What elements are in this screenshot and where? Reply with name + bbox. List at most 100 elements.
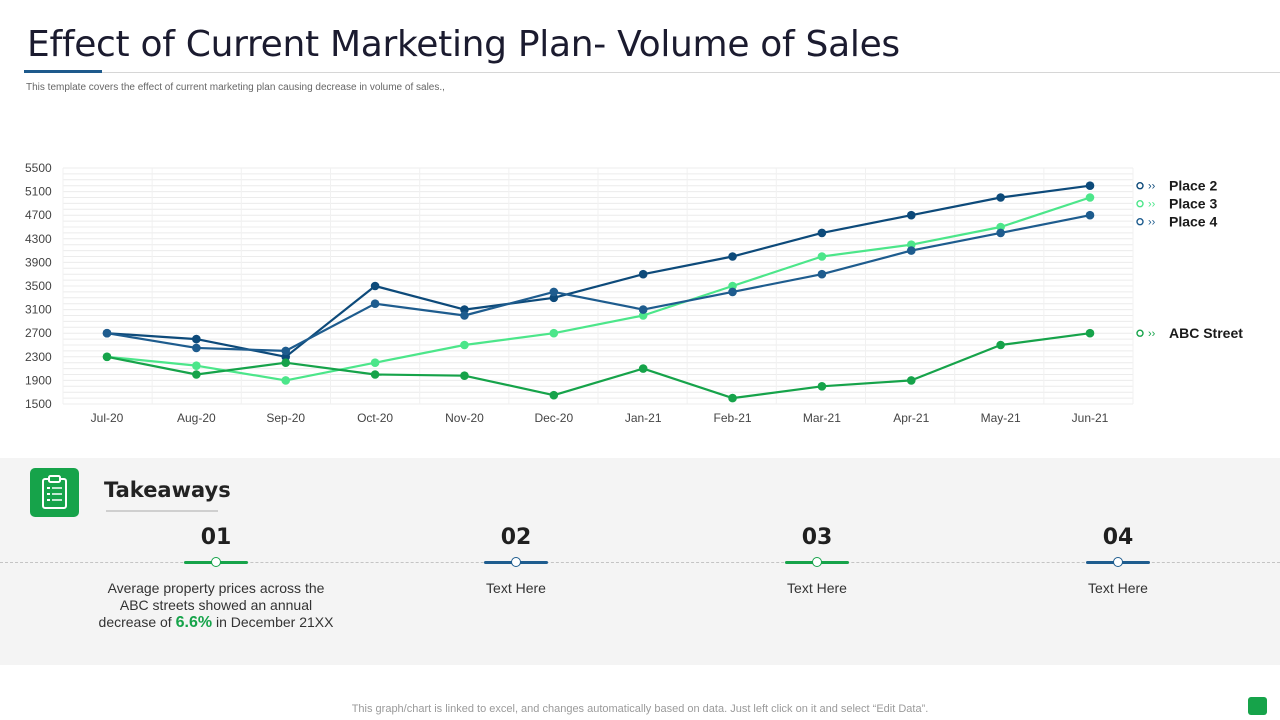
series-line (106, 214, 1091, 352)
data-point (728, 252, 737, 261)
title-divider (24, 72, 1280, 73)
data-point (460, 311, 469, 320)
chevron-icon: ›› (1148, 181, 1156, 193)
data-point (638, 305, 648, 314)
data-point (638, 364, 648, 373)
legend-label: Place 2 (1169, 178, 1217, 194)
data-point (817, 382, 827, 391)
takeaway-marker-dot (211, 557, 221, 567)
series-line (106, 332, 1091, 400)
x-tick-label: May-21 (981, 411, 1021, 425)
data-point (192, 370, 201, 379)
title-accent-bar (24, 70, 102, 73)
takeaway-number: 01 (200, 525, 232, 550)
data-point (281, 346, 291, 356)
timeline-dashed-line (0, 562, 1280, 563)
data-point (728, 393, 737, 403)
data-point (281, 358, 291, 367)
chevron-icon: ›› (1148, 199, 1156, 211)
data-point (996, 193, 1005, 202)
data-point (728, 287, 737, 297)
takeaway-text: Text Here (486, 580, 546, 596)
series-line (106, 196, 1091, 382)
data-point (906, 210, 916, 220)
chart-legend: ›› Place 2 ›› Place 3 ›› Place 4 ›› ABC Street (1136, 178, 1243, 341)
takeaway-marker-dot (511, 557, 521, 567)
y-axis-ticks: 1500 1900 2300 2700 3100 3500 3900 4300 4700 5100… (25, 161, 52, 411)
takeaways-title: Takeaways (104, 478, 231, 502)
legend-entry: ›› Place 4 (1136, 214, 1217, 230)
data-point (102, 352, 112, 362)
x-tick-label: Oct-20 (357, 411, 393, 425)
takeaway-text: Text Here (787, 580, 847, 596)
chevron-icon: ›› (1148, 328, 1156, 340)
data-point (728, 281, 737, 291)
y-tick-label: 3500 (25, 279, 52, 293)
data-point (1085, 210, 1095, 220)
data-point (996, 222, 1005, 232)
clipboard-icon (30, 468, 79, 517)
data-point (996, 340, 1005, 350)
x-tick-label: Jan-21 (625, 411, 662, 425)
legend-label: Place 4 (1169, 214, 1217, 230)
y-tick-label: 3100 (25, 303, 52, 317)
data-point (460, 340, 469, 350)
data-point (192, 343, 201, 353)
data-point (996, 228, 1005, 238)
y-tick-label: 1500 (25, 397, 52, 411)
data-point (460, 371, 469, 380)
x-tick-label: Sep-20 (266, 411, 305, 425)
x-tick-label: Dec-20 (534, 411, 573, 425)
data-point (460, 305, 469, 314)
y-tick-label: 2700 (25, 326, 52, 340)
data-point (549, 328, 559, 338)
data-point (370, 281, 380, 291)
takeaway-04: 04 Text Here (998, 525, 1238, 596)
data-point (638, 269, 648, 279)
legend-entry: ›› ABC Street (1136, 325, 1243, 341)
takeaways-underline (106, 510, 218, 512)
data-point (817, 228, 827, 238)
takeaway-01: 01 Average property prices across the AB… (96, 525, 336, 631)
data-point (906, 240, 916, 249)
highlight-percent: 6.6% (175, 614, 213, 631)
takeaway-marker-dot (812, 557, 822, 567)
data-point (192, 334, 201, 344)
data-point (549, 390, 559, 400)
x-tick-label: Feb-21 (714, 411, 752, 425)
y-tick-label: 5500 (25, 161, 52, 175)
takeaway-number: 03 (801, 525, 833, 550)
corner-badge (1248, 697, 1267, 715)
y-tick-label: 1900 (25, 373, 52, 387)
takeaway-text: Average property prices across the ABC s… (98, 580, 334, 631)
data-point (370, 358, 380, 367)
data-point (370, 299, 380, 308)
legend-marker (1136, 182, 1144, 190)
x-tick-label: Jul-20 (91, 411, 124, 425)
data-point (1085, 193, 1095, 202)
takeaway-marker-dot (1113, 557, 1123, 567)
legend-marker (1136, 200, 1144, 208)
y-tick-label: 4700 (25, 208, 52, 222)
legend-label: ABC Street (1169, 325, 1243, 341)
takeaway-text: Text Here (1088, 580, 1148, 596)
x-tick-label: Jun-21 (1072, 411, 1109, 425)
page-subtitle: This template covers the effect of curre… (26, 82, 445, 93)
data-point (370, 370, 380, 379)
x-axis-ticks: Jul-20 Aug-20 Sep-20 Oct-20 Nov-20 Dec-20 Jan-… (91, 411, 1109, 425)
legend-label: Place 3 (1169, 196, 1217, 212)
legend-marker (1136, 329, 1144, 337)
data-point (549, 293, 559, 303)
x-tick-label: Apr-21 (893, 411, 929, 425)
data-point (817, 269, 827, 279)
data-point (1085, 181, 1095, 190)
chart-series (102, 181, 1095, 403)
takeaway-number: 04 (1102, 525, 1134, 550)
data-point (192, 361, 201, 370)
line-chart[interactable]: 1500 1900 2300 2700 3100 3500 3900 4300 4700 5100… (0, 150, 1280, 440)
data-point (281, 376, 291, 385)
data-point (102, 328, 112, 338)
series-line (106, 184, 1091, 358)
chevron-icon: ›› (1148, 217, 1156, 229)
legend-entry: ›› Place 3 (1136, 196, 1217, 212)
